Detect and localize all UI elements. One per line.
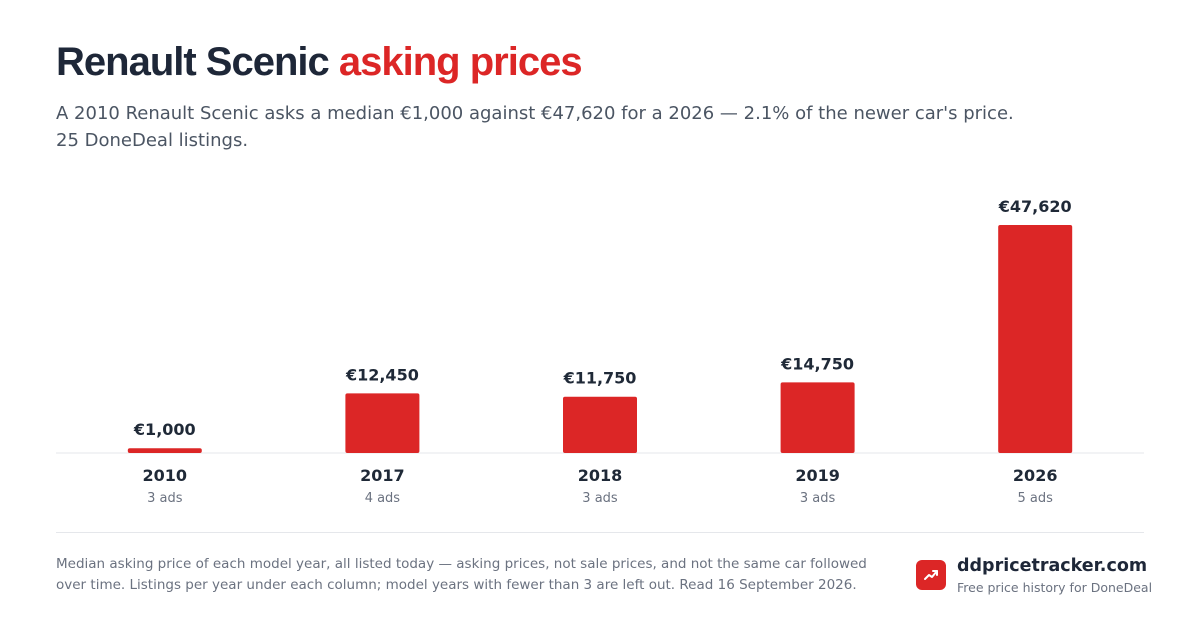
- footnote: Median asking price of each model year, …: [56, 556, 867, 593]
- x-tick-label-2019: 2019: [795, 466, 840, 485]
- page-title: Renault Scenic asking prices: [56, 40, 583, 85]
- footer-divider: [56, 532, 1144, 533]
- bar-2018: [563, 396, 637, 453]
- listing-count-2019: 3 ads: [800, 491, 836, 506]
- x-tick-label-2010: 2010: [143, 466, 188, 485]
- subtitle: A 2010 Renault Scenic asks a median €1,0…: [56, 103, 1014, 151]
- title-main: Renault Scenic: [56, 40, 330, 84]
- brand-tagline: Free price history for DoneDeal: [957, 580, 1153, 595]
- bar-2017: [345, 393, 420, 453]
- bars-group: €1,000 2010 3 ads €12,450 2017 4 ads €11,750 20…: [127, 197, 1073, 506]
- x-tick-label-2018: 2018: [578, 466, 623, 485]
- trending-up-icon: [916, 560, 946, 590]
- bar-2019: [780, 382, 855, 453]
- listing-count-2010: 3 ads: [147, 491, 183, 506]
- listing-count-2026: 5 ads: [1017, 491, 1053, 506]
- value-label-2010: €1,000: [133, 420, 196, 439]
- value-label-2018: €11,750: [563, 369, 637, 388]
- brand-name[interactable]: ddpricetracker.com: [957, 556, 1148, 576]
- listing-count-2018: 3 ads: [582, 491, 618, 506]
- bar-2026: [998, 225, 1073, 453]
- value-label-2019: €14,750: [780, 354, 854, 373]
- title-accent: asking prices: [338, 40, 583, 84]
- x-tick-label-2026: 2026: [1013, 466, 1058, 485]
- bar-2010: [127, 448, 202, 453]
- value-label-2017: €12,450: [345, 365, 419, 384]
- bar-chart: €1,000 2010 3 ads €12,450 2017 4 ads €11,750 20…: [56, 197, 1144, 506]
- value-label-2026: €47,620: [998, 197, 1072, 216]
- listing-count-2017: 4 ads: [365, 491, 401, 506]
- x-tick-label-2017: 2017: [360, 466, 405, 485]
